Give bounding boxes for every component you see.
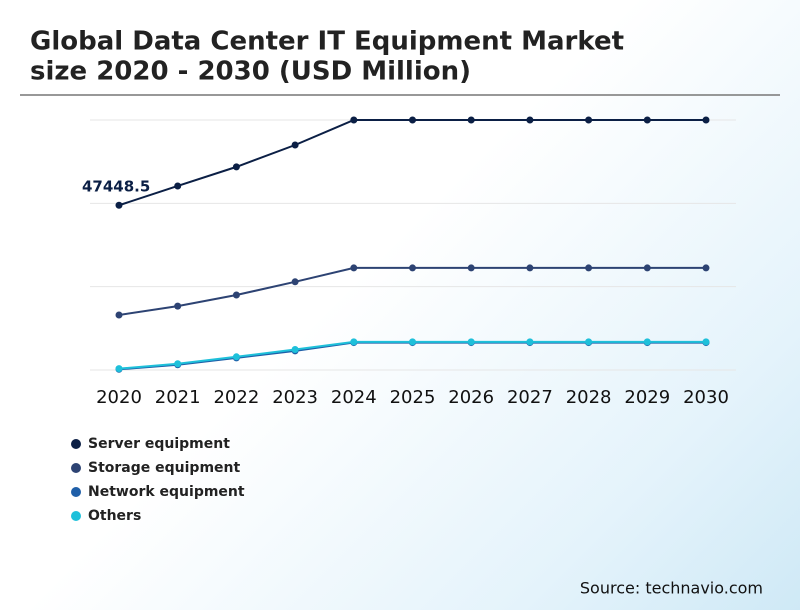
data-point [409, 338, 416, 346]
data-point [643, 264, 651, 272]
data-point [174, 302, 182, 310]
data-point [526, 116, 534, 124]
x-tick-label: 2026 [448, 387, 494, 408]
x-tick-label: 2021 [155, 387, 201, 408]
legend-label: Storage equipment [88, 460, 240, 476]
x-tick-label: 2030 [683, 387, 729, 408]
x-tick-label: 2025 [390, 387, 436, 408]
legend-label: Server equipment [88, 436, 230, 452]
x-tick-label: 2023 [272, 387, 318, 408]
data-point [232, 353, 240, 361]
data-point [350, 338, 358, 346]
data-point [702, 264, 710, 272]
legend-marker [71, 463, 81, 473]
legend-label: Network equipment [88, 484, 245, 500]
x-tick-label: 2022 [213, 387, 259, 408]
chart-title-line: Global Data Center IT Equipment Market [30, 27, 624, 57]
data-point [174, 182, 182, 190]
chart-title-line: size 2020 - 2030 (USD Million) [30, 57, 471, 87]
x-tick-label: 2024 [331, 387, 377, 408]
x-tick-label: 2029 [624, 387, 670, 408]
data-point [643, 338, 651, 346]
data-point [350, 264, 358, 272]
data-point [702, 116, 710, 124]
legend-label: Others [88, 508, 141, 524]
legend-marker [71, 439, 81, 449]
x-tick-label: 2020 [96, 387, 142, 408]
data-point [115, 311, 123, 319]
data-point [409, 264, 416, 272]
data-point [467, 264, 475, 272]
series-line [118, 119, 706, 207]
data-point [115, 365, 123, 373]
data-point [643, 116, 651, 124]
data-point [702, 338, 710, 346]
data-point [526, 338, 534, 346]
legend-marker [71, 487, 81, 497]
x-tick-label: 2028 [566, 387, 612, 408]
data-point [174, 360, 182, 368]
data-point [350, 116, 358, 124]
data-point [291, 346, 299, 354]
data-point [115, 201, 123, 209]
legend-marker [71, 511, 81, 521]
data-point [409, 116, 416, 124]
data-label: 47448.5 [82, 178, 150, 196]
data-point [232, 163, 240, 171]
data-point [291, 278, 299, 286]
data-point [526, 264, 534, 272]
data-point [585, 338, 593, 346]
series-line [118, 341, 706, 371]
x-tick-label: 2027 [507, 387, 553, 408]
data-point [291, 141, 299, 149]
data-point [467, 116, 475, 124]
source: Source: technavio.com [580, 579, 763, 598]
series-line [118, 266, 706, 316]
data-point [585, 264, 593, 272]
data-point [467, 338, 475, 346]
data-point [585, 116, 593, 124]
data-point [232, 291, 240, 299]
